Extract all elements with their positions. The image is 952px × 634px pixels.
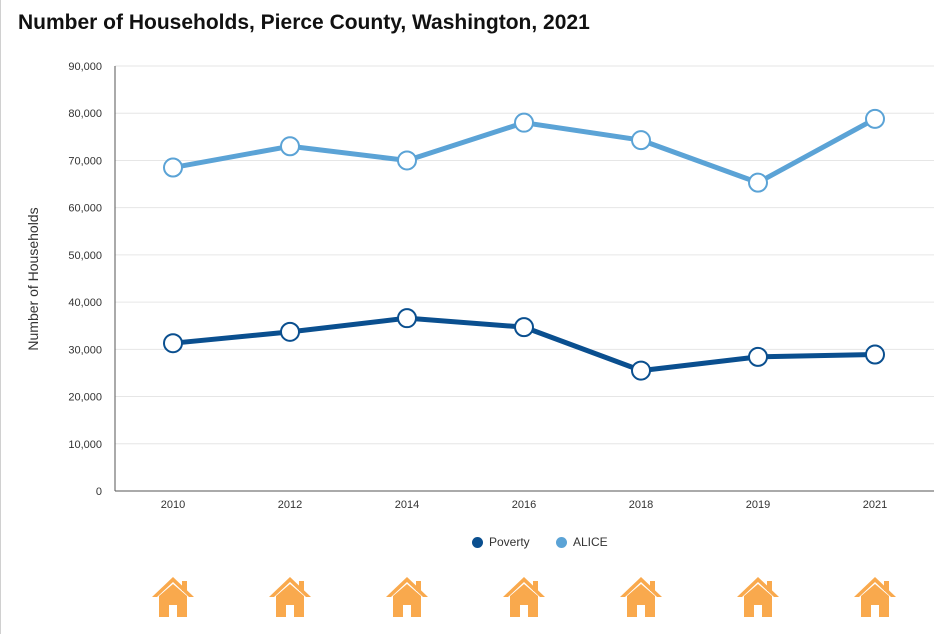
y-tick-labels: 0 10,000 20,000 30,000 40,000 50,000 60,000 70,… [68, 61, 102, 498]
legend-item-alice[interactable]: ALICE [556, 535, 608, 549]
data-point-poverty[interactable] [280, 321, 300, 342]
x-tick-label: 2010 [161, 499, 185, 511]
x-tick-label: 2018 [629, 499, 653, 511]
house-icon [620, 577, 662, 617]
legend-label-poverty: Poverty [489, 535, 530, 549]
house-icon [152, 577, 194, 617]
data-point-poverty[interactable] [163, 333, 183, 354]
series-layer [163, 108, 885, 381]
y-axis-title: Number of Households [25, 207, 41, 350]
y-tick-label: 70,000 [68, 155, 102, 167]
x-tick-label: 2019 [746, 499, 770, 511]
x-tick-labels: 2010 2012 2014 2016 2018 2019 2021 [161, 499, 887, 511]
y-tick-label: 50,000 [68, 250, 102, 262]
data-point-poverty[interactable] [748, 346, 768, 367]
house-icon [269, 577, 311, 617]
y-tick-label: 60,000 [68, 203, 102, 215]
axes [114, 66, 934, 492]
data-point-poverty[interactable] [631, 360, 651, 381]
data-point-poverty[interactable] [865, 344, 885, 365]
data-point-alice[interactable] [631, 130, 651, 151]
x-tick-label: 2016 [512, 499, 536, 511]
y-tick-label: 30,000 [68, 344, 102, 356]
frame-border [0, 0, 1, 634]
y-tick-label: 0 [96, 486, 102, 498]
y-tick-label: 20,000 [68, 392, 102, 404]
grid-lines [115, 65, 934, 445]
house-icon [503, 577, 545, 617]
chart-title: Number of Households, Pierce County, Was… [18, 11, 590, 34]
x-tick-label: 2014 [395, 499, 419, 511]
y-tick-label: 90,000 [68, 61, 102, 73]
data-point-alice[interactable] [163, 157, 183, 178]
data-point-alice[interactable] [280, 136, 300, 157]
legend-marker-poverty [472, 536, 483, 548]
data-point-alice[interactable] [865, 108, 885, 129]
y-tick-label: 40,000 [68, 297, 102, 309]
x-tick-label: 2021 [863, 499, 887, 511]
data-point-alice[interactable] [748, 172, 768, 193]
legend: Poverty ALICE [0, 535, 952, 553]
y-tick-label: 10,000 [68, 439, 102, 451]
data-point-alice[interactable] [397, 150, 417, 171]
y-tick-label: 80,000 [68, 108, 102, 120]
x-tick-label: 2012 [278, 499, 302, 511]
house-icon [386, 577, 428, 617]
legend-marker-alice [556, 536, 567, 548]
data-point-poverty[interactable] [397, 308, 417, 329]
house-icon [737, 577, 779, 617]
legend-label-alice: ALICE [573, 535, 608, 549]
legend-item-poverty[interactable]: Poverty [472, 535, 530, 549]
data-point-poverty[interactable] [514, 317, 534, 338]
house-icon [854, 577, 896, 617]
data-point-alice[interactable] [514, 112, 534, 133]
